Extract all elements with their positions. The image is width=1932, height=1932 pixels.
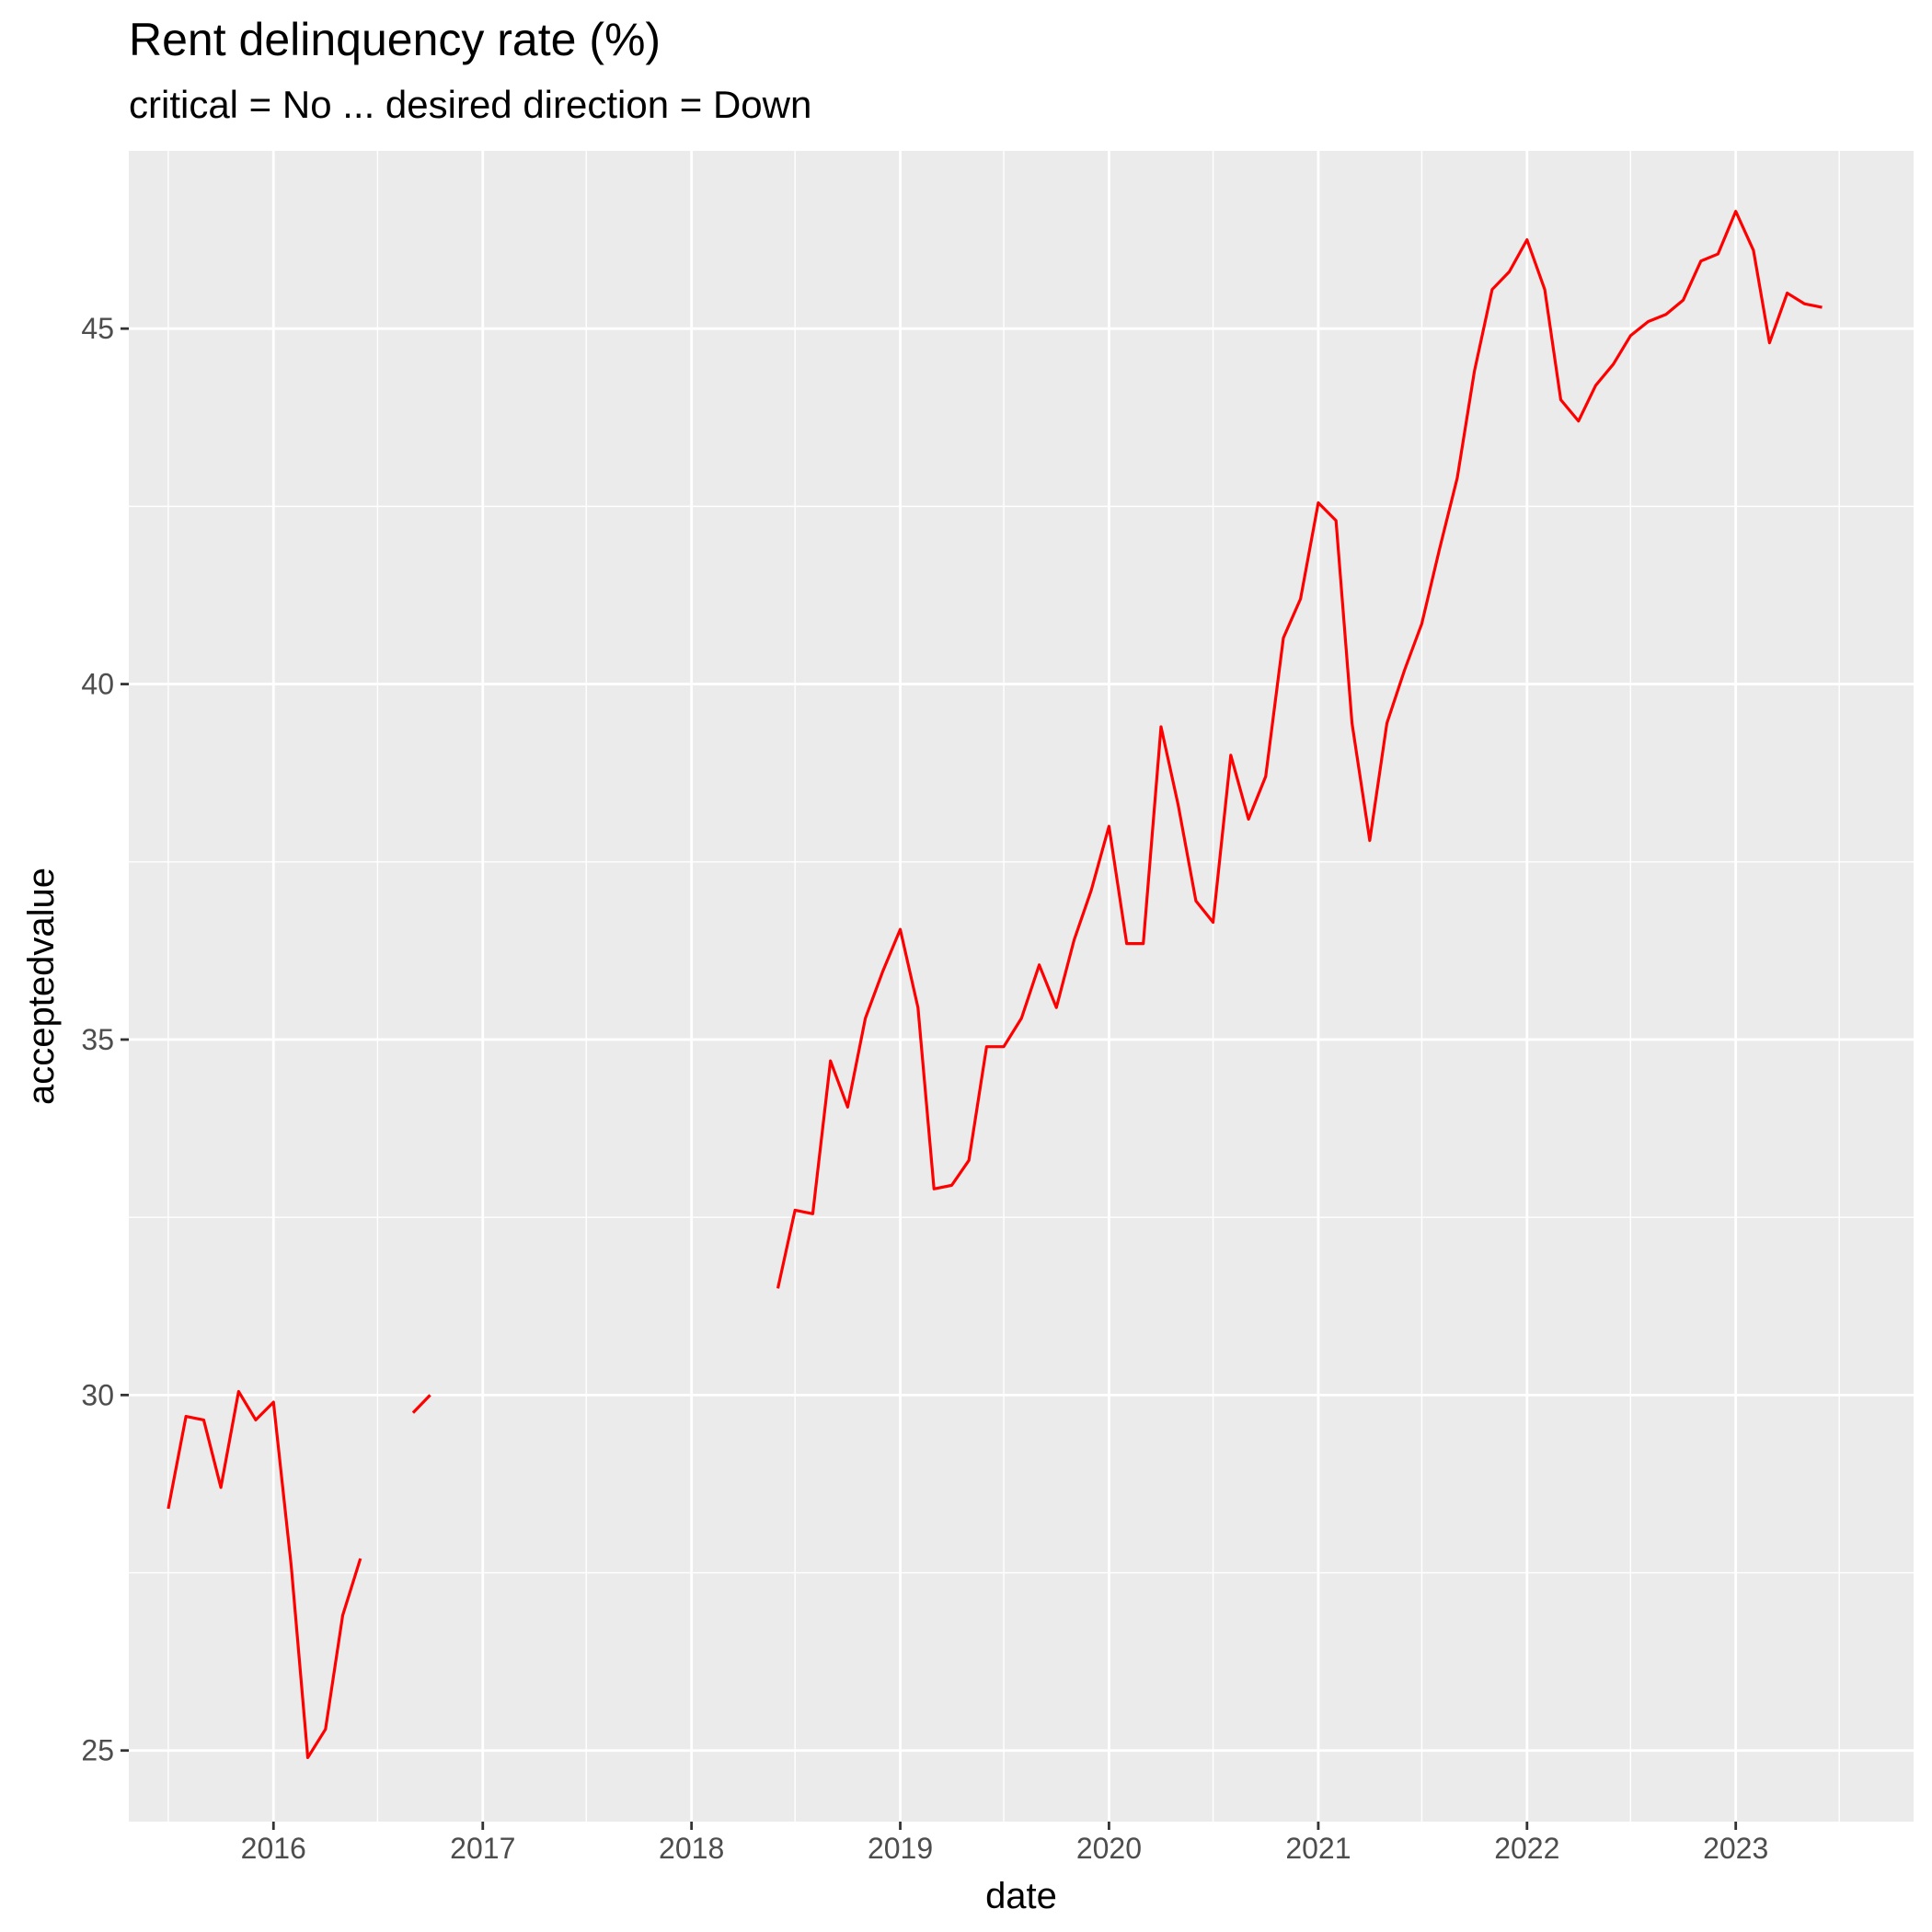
y-tick-label: 30 (81, 1378, 114, 1411)
chart-subtitle: critical = No ... desired direction = Do… (129, 83, 812, 126)
series-line-segment (776, 210, 1823, 1289)
x-axis-title: date (985, 1876, 1057, 1916)
y-tick-label: 25 (81, 1734, 114, 1767)
x-tick-label: 2016 (241, 1832, 306, 1865)
series-line-segment (167, 1389, 362, 1760)
y-axis-title: acceptedvalue (21, 868, 62, 1105)
chart-title: Rent delinquency rate (%) (129, 14, 661, 65)
y-tick-label: 35 (81, 1023, 114, 1056)
x-tick-label: 2018 (659, 1832, 724, 1865)
x-tick-label: 2017 (450, 1832, 515, 1865)
x-tick-label: 2021 (1285, 1832, 1351, 1865)
axes: 2016 2017 2018 2019 2020 2021 2022 2023 25 30 35 40… (81, 312, 1768, 1865)
grid-lines (129, 151, 1914, 1822)
x-tick-label: 2020 (1076, 1832, 1142, 1865)
series-line-segment (411, 1394, 431, 1414)
x-tick-label: 2023 (1703, 1832, 1768, 1865)
x-tick-label: 2022 (1494, 1832, 1559, 1865)
plot-panel (129, 151, 1914, 1822)
y-tick-label: 45 (81, 312, 114, 345)
x-tick-label: 2019 (868, 1832, 933, 1865)
series-lines (167, 210, 1823, 1760)
y-tick-label: 40 (81, 668, 114, 701)
